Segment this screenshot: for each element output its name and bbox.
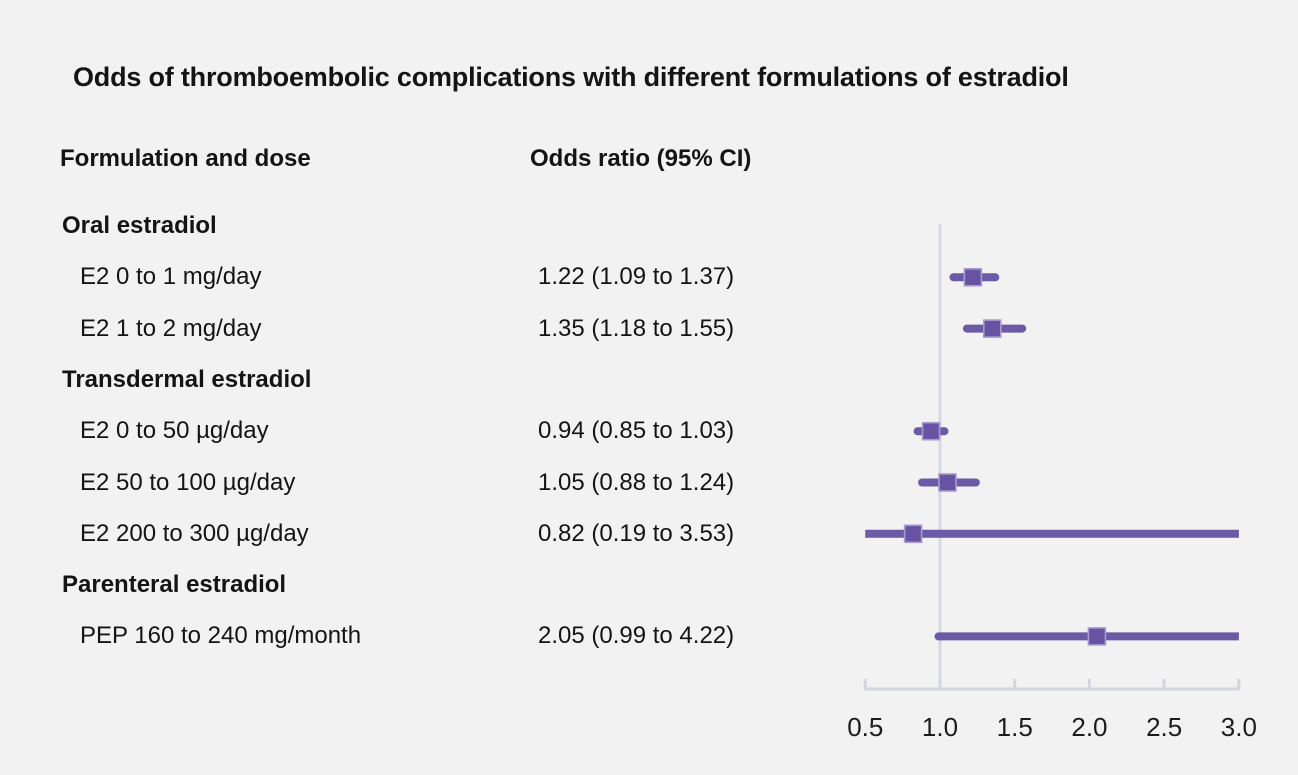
odds-ratio-value: 1.05 (0.88 to 1.24) (538, 468, 735, 496)
odds-ratio-value: 0.82 (0.19 to 3.53) (538, 519, 735, 547)
formulation-label: E2 50 to 100 µg/day (80, 468, 296, 496)
ci-line-cap-high (940, 427, 949, 436)
ci-line-cap-low (934, 632, 943, 641)
ci-line-cap-low (913, 427, 922, 436)
formulation-label: PEP 160 to 240 mg/month (80, 622, 362, 650)
odds-ratio-value: 1.22 (1.09 to 1.37) (538, 263, 735, 291)
formulation-label: E2 0 to 50 µg/day (80, 417, 269, 445)
ci-line-cap-high (1018, 324, 1027, 333)
x-axis-tick-label: 0.5 (847, 712, 883, 742)
x-axis-tick-label: 2.0 (1071, 712, 1107, 742)
odds-ratio-marker (903, 524, 923, 544)
odds-ratio-marker (983, 319, 1002, 338)
group-label: Oral estradiol (62, 212, 217, 239)
x-axis-tick-label: 2.5 (1146, 712, 1182, 742)
page-title: Odds of thromboembolic complications wit… (73, 62, 1069, 92)
formulation-label: E2 1 to 2 mg/day (80, 314, 262, 342)
x-axis-tick-label: 1.5 (997, 712, 1033, 742)
odds-ratio-marker (921, 421, 941, 441)
odds-ratio-marker (963, 267, 983, 287)
odds-ratio-marker (1087, 627, 1107, 646)
odds-ratio-value: 0.94 (0.85 to 1.03) (538, 417, 735, 445)
odds-ratio-value: 1.35 (1.18 to 1.55) (538, 314, 735, 342)
column-header-odds-ratio: Odds ratio (95% CI) (530, 145, 752, 172)
ci-line-cap-low (918, 478, 927, 487)
ci-line-cap-high (991, 273, 1000, 282)
formulation-label: E2 0 to 1 mg/day (80, 263, 262, 291)
group-label: Transdermal estradiol (62, 365, 312, 393)
ci-line-cap-low (949, 273, 958, 282)
ci-line-cap-low (962, 324, 971, 333)
odds-ratio-marker (938, 473, 957, 492)
column-header-formulation: Formulation and dose (60, 145, 311, 172)
group-label: Parenteral estradiol (62, 571, 287, 599)
x-axis-tick-label: 3.0 (1221, 712, 1257, 742)
x-axis-tick-label: 1.0 (922, 712, 958, 742)
formulation-label: E2 200 to 300 µg/day (80, 519, 309, 547)
odds-ratio-value: 2.05 (0.99 to 4.22) (538, 622, 735, 650)
ci-line-cap-high (971, 478, 980, 487)
